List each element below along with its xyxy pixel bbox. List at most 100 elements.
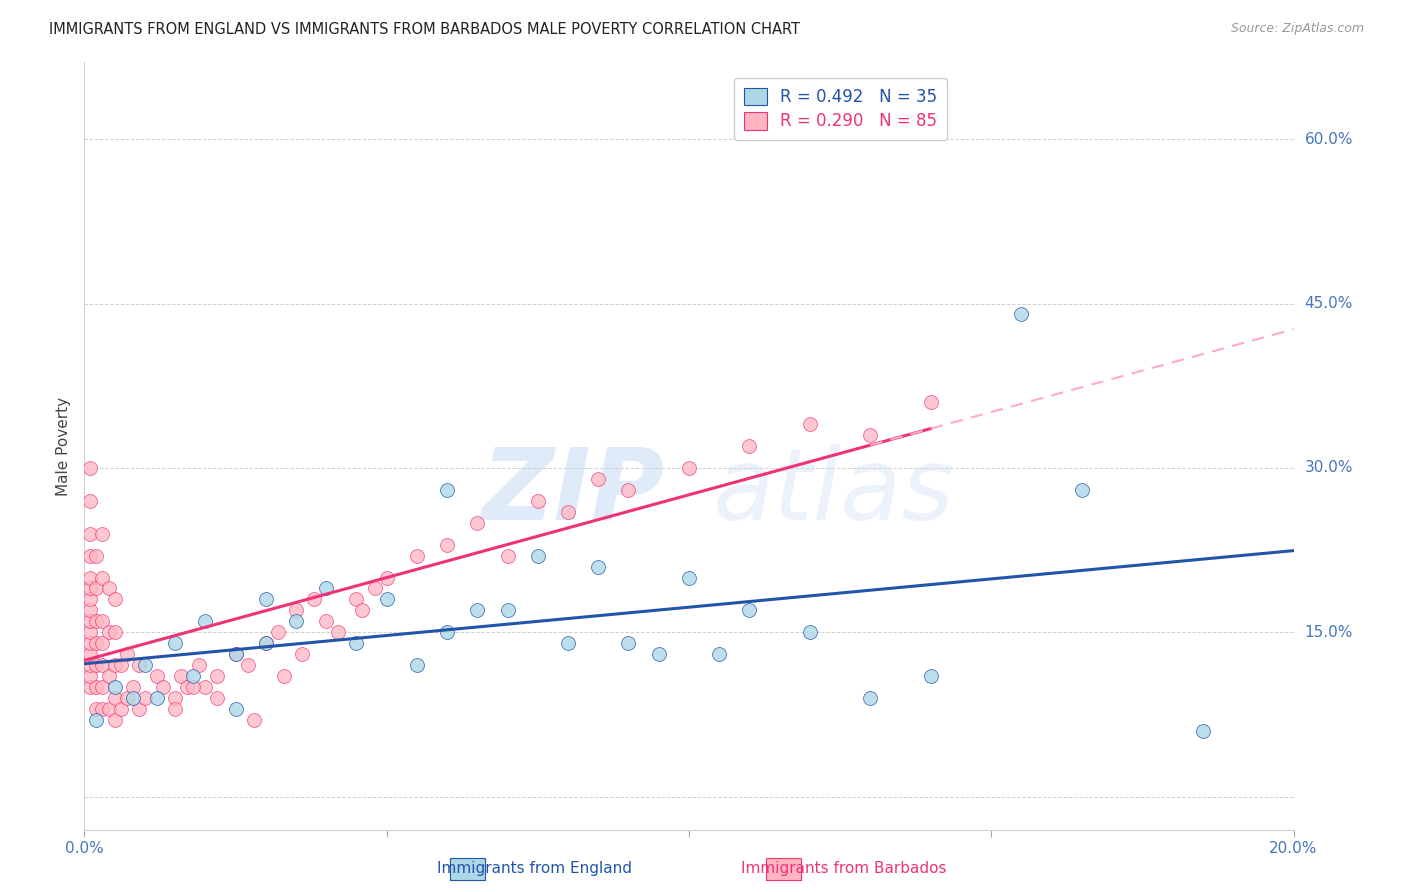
Point	[406, 658, 429, 673]
Point	[170, 669, 193, 683]
Point	[225, 702, 247, 716]
Point	[254, 636, 277, 650]
Point	[738, 439, 761, 453]
Legend: R = 0.492   N = 35, R = 0.290   N = 85: R = 0.492 N = 35, R = 0.290 N = 85	[734, 78, 948, 140]
Point	[79, 493, 101, 508]
Point	[1011, 308, 1033, 322]
Point	[79, 615, 101, 629]
Text: 60.0%: 60.0%	[1305, 132, 1353, 146]
Y-axis label: Male Poverty: Male Poverty	[56, 396, 72, 496]
Point	[315, 615, 337, 629]
Point	[104, 592, 127, 607]
Point	[79, 526, 101, 541]
Point	[346, 592, 368, 607]
Text: Source: ZipAtlas.com: Source: ZipAtlas.com	[1230, 22, 1364, 36]
Point	[1071, 483, 1094, 497]
Point	[859, 691, 882, 706]
Point	[920, 395, 942, 409]
Point	[1192, 723, 1215, 738]
Point	[285, 615, 308, 629]
Point	[86, 680, 108, 694]
Point	[557, 505, 579, 519]
Point	[86, 636, 108, 650]
Point	[91, 702, 114, 716]
Point	[273, 669, 295, 683]
Point	[254, 636, 277, 650]
Point	[436, 483, 458, 497]
Point	[79, 549, 101, 563]
Point	[188, 658, 211, 673]
Point	[557, 636, 579, 650]
Point	[588, 559, 610, 574]
Point	[254, 592, 277, 607]
Point	[104, 713, 127, 727]
Point	[291, 647, 314, 661]
Point	[91, 636, 114, 650]
Point	[496, 603, 519, 617]
Point	[79, 636, 101, 650]
Point	[527, 493, 550, 508]
Point	[346, 636, 368, 650]
Point	[436, 538, 458, 552]
Point	[406, 549, 429, 563]
Point	[115, 647, 138, 661]
Point	[79, 680, 101, 694]
Text: 15.0%: 15.0%	[1305, 624, 1353, 640]
Point	[79, 647, 101, 661]
Point	[86, 702, 108, 716]
Point	[104, 680, 127, 694]
Text: 45.0%: 45.0%	[1305, 296, 1353, 311]
Point	[165, 702, 187, 716]
Point	[97, 582, 120, 596]
Point	[920, 669, 942, 683]
Point	[375, 592, 398, 607]
Text: 30.0%: 30.0%	[1305, 460, 1353, 475]
Point	[285, 603, 308, 617]
Point	[79, 625, 101, 640]
Point	[467, 516, 489, 530]
Point	[194, 615, 217, 629]
Point	[738, 603, 761, 617]
Point	[315, 582, 337, 596]
Point	[678, 570, 700, 584]
Point	[678, 461, 700, 475]
Text: atlas: atlas	[713, 443, 955, 541]
Point	[86, 713, 108, 727]
Point	[128, 658, 150, 673]
Point	[91, 658, 114, 673]
Text: IMMIGRANTS FROM ENGLAND VS IMMIGRANTS FROM BARBADOS MALE POVERTY CORRELATION CHA: IMMIGRANTS FROM ENGLAND VS IMMIGRANTS FR…	[49, 22, 800, 37]
Point	[152, 680, 174, 694]
Point	[242, 713, 264, 727]
Point	[207, 691, 229, 706]
Point	[225, 647, 247, 661]
Point	[176, 680, 198, 694]
Point	[79, 669, 101, 683]
Point	[467, 603, 489, 617]
Point	[91, 615, 114, 629]
Point	[236, 658, 259, 673]
Point	[86, 658, 108, 673]
Point	[648, 647, 671, 661]
Point	[79, 582, 101, 596]
Point	[181, 680, 204, 694]
Point	[104, 658, 127, 673]
Point	[91, 680, 114, 694]
Point	[799, 625, 821, 640]
Point	[115, 691, 138, 706]
Point	[302, 592, 325, 607]
Point	[527, 549, 550, 563]
Point	[165, 636, 187, 650]
Point	[207, 669, 229, 683]
Point	[267, 625, 290, 640]
Point	[134, 691, 156, 706]
Point	[79, 603, 101, 617]
Point	[165, 691, 187, 706]
Point	[91, 526, 114, 541]
Point	[588, 472, 610, 486]
Point	[79, 570, 101, 584]
Point	[121, 691, 143, 706]
Point	[146, 691, 169, 706]
Point	[104, 691, 127, 706]
Text: Immigrants from Barbados: Immigrants from Barbados	[741, 861, 946, 876]
Point	[181, 669, 204, 683]
